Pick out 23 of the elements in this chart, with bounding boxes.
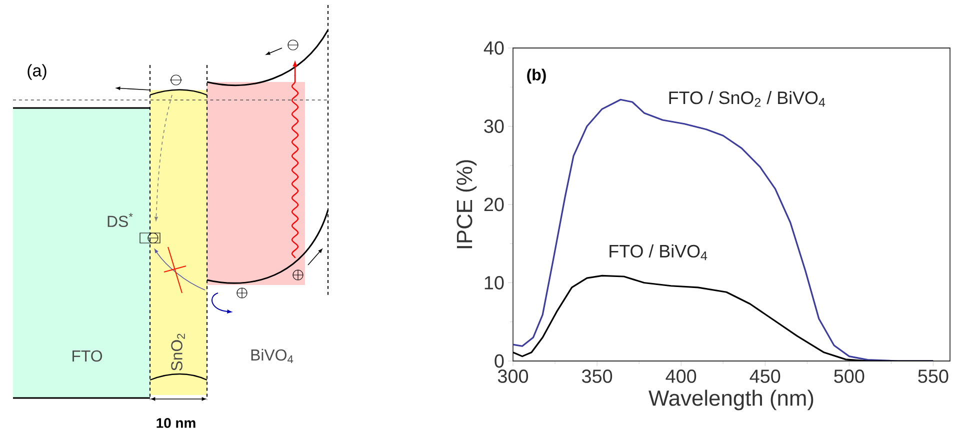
- y-tick-label: 10: [484, 276, 504, 290]
- x-tick-label: 350: [582, 370, 612, 383]
- y-tick-label: 40: [484, 41, 504, 55]
- y-tick-label: 0: [494, 354, 504, 368]
- x-tick-label: 400: [666, 370, 696, 383]
- x-axis-title: Wavelength (nm): [648, 390, 814, 410]
- line-series: [513, 274, 934, 361]
- y-tick-label: 30: [484, 120, 504, 133]
- x-tick-label: 300: [498, 370, 528, 383]
- text: FTO: [72, 350, 102, 362]
- annotation: (b): [527, 68, 546, 84]
- x-tick-label: 450: [750, 370, 780, 383]
- x-tick-label: 500: [834, 370, 864, 383]
- series-label: FTO / BiVO$_{4}$: [610, 244, 708, 260]
- series-label: FTO / SnO$_{2}$ / BiVO$_{4}$: [669, 90, 826, 107]
- x-tick-label: 550: [918, 370, 948, 383]
- y-tick-label: 20: [484, 198, 504, 212]
- text: (a): [28, 64, 46, 80]
- text: 10 nm: [156, 418, 196, 428]
- y-axis-title: IPCE (%): [456, 160, 477, 248]
- text: BiVO$_{4}$: [251, 348, 294, 364]
- text: SnO$_{2}$: [171, 334, 185, 371]
- text: DS$^{*}$: [108, 212, 133, 228]
